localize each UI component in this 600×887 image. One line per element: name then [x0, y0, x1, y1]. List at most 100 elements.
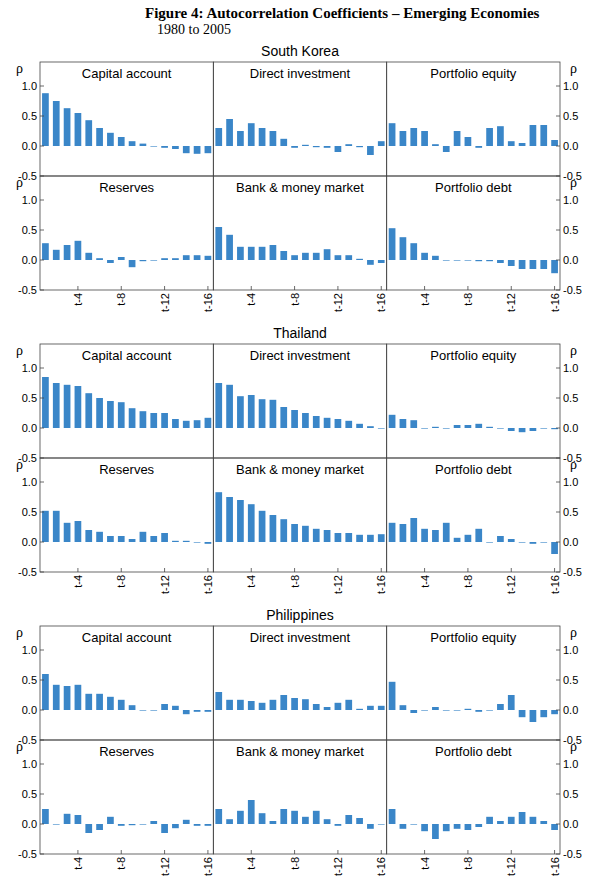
bar	[454, 425, 461, 428]
bar	[64, 108, 71, 146]
bar	[150, 260, 157, 262]
bar	[194, 710, 201, 712]
x-tick	[467, 850, 468, 854]
bars	[389, 415, 558, 432]
y-label: ρ	[570, 457, 577, 472]
x-tick	[337, 850, 338, 854]
bar	[172, 824, 179, 828]
bar	[140, 710, 147, 712]
bar	[540, 710, 547, 717]
y-tick-label: 0.5	[563, 224, 578, 236]
bar	[530, 710, 537, 722]
y-tick	[556, 290, 560, 291]
y-tick	[556, 572, 560, 573]
bar	[313, 253, 320, 260]
bars	[389, 123, 558, 152]
panel-frame	[213, 740, 386, 854]
bar	[540, 821, 547, 824]
bar	[270, 245, 277, 260]
y-label: ρ	[570, 625, 577, 640]
bar	[443, 824, 450, 831]
bar	[356, 424, 363, 428]
y-tick-label: 1.0	[563, 194, 578, 206]
bar	[291, 410, 298, 428]
bar	[443, 523, 450, 542]
bar	[129, 408, 136, 428]
y-tick-label: 1.0	[22, 80, 37, 92]
bar	[389, 523, 396, 542]
bar	[497, 126, 504, 146]
panel-frame	[387, 62, 560, 176]
x-tick-label: t-12	[505, 293, 517, 312]
y-tick-label: 0.5	[563, 506, 578, 518]
bar	[335, 419, 342, 428]
bar	[497, 428, 504, 430]
x-tick	[511, 286, 512, 290]
bar	[150, 710, 157, 712]
x-tick	[511, 568, 512, 572]
bar	[150, 536, 157, 542]
bar	[205, 146, 212, 153]
y-tick-label: 0.5	[22, 674, 37, 686]
country-title: Thailand	[273, 325, 327, 341]
y-tick	[40, 200, 44, 201]
bar	[345, 533, 352, 542]
y-tick-label: -0.5	[563, 284, 582, 296]
x-tick-label: t-12	[159, 575, 171, 594]
bar	[345, 815, 352, 824]
y-tick-label: 0.0	[563, 818, 578, 830]
bar	[356, 709, 363, 710]
bar	[226, 819, 233, 824]
y-label: ρ	[16, 625, 23, 640]
x-tick	[424, 286, 425, 290]
bar	[172, 706, 179, 710]
y-tick	[556, 428, 560, 429]
bar	[259, 399, 266, 428]
x-tick-label: t-4	[72, 293, 84, 306]
panel-title: Portfolio debt	[435, 180, 512, 195]
bar	[183, 710, 190, 714]
bar	[75, 386, 82, 428]
bar	[465, 709, 472, 710]
bar	[140, 411, 147, 428]
y-tick-label: 0.0	[563, 140, 578, 152]
y-tick-label: 1.0	[563, 758, 578, 770]
bar	[194, 420, 201, 428]
panel-frame	[213, 344, 386, 458]
bar	[486, 817, 493, 824]
y-tick	[40, 764, 44, 765]
panel-frame	[40, 626, 213, 740]
bar	[172, 541, 179, 542]
bar	[107, 133, 114, 146]
bar	[161, 704, 168, 710]
bar	[129, 539, 136, 542]
y-tick-label: -0.5	[18, 566, 37, 578]
bar	[302, 817, 309, 824]
bar	[465, 535, 472, 542]
panel-title: Capital account	[82, 630, 172, 645]
x-tick	[554, 568, 555, 572]
y-tick-label: 1.0	[22, 644, 37, 656]
bar	[421, 253, 428, 260]
x-tick-label: t-4	[245, 857, 257, 870]
y-tick-label: 0.0	[563, 536, 578, 548]
bar	[270, 131, 277, 146]
bar	[421, 428, 428, 430]
bar	[96, 398, 103, 428]
y-tick-label: -0.5	[18, 848, 37, 860]
y-tick-label: 0.0	[22, 140, 37, 152]
bar	[519, 143, 526, 146]
bar	[540, 542, 547, 544]
bar	[378, 141, 385, 146]
y-tick-label: 0.5	[22, 788, 37, 800]
y-tick-label: 0.0	[563, 704, 578, 716]
x-tick-label: t-8	[462, 575, 474, 588]
bars	[215, 227, 384, 265]
bar	[215, 383, 222, 428]
bar	[96, 694, 103, 710]
bar	[443, 428, 450, 430]
bar	[183, 541, 190, 542]
bar	[335, 824, 342, 826]
bars	[215, 800, 384, 829]
y-tick	[556, 200, 560, 201]
